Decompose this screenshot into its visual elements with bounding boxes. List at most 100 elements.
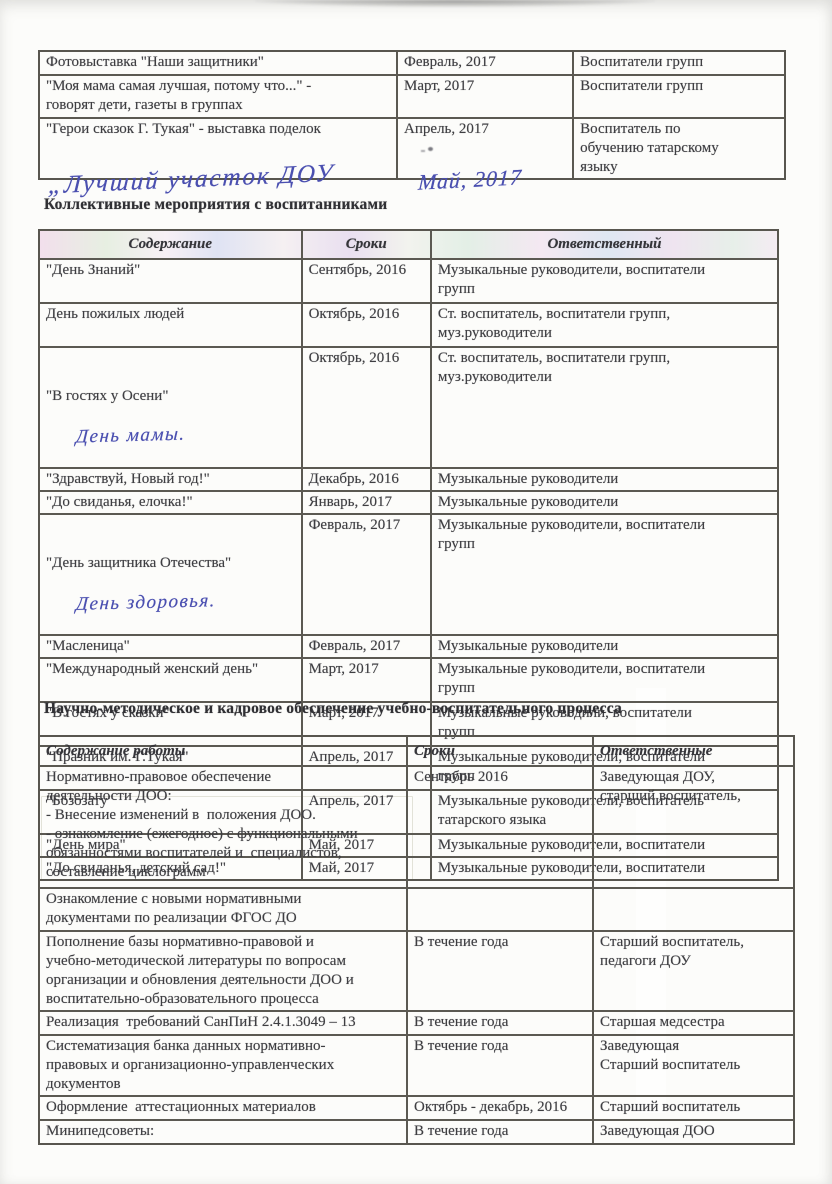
cell-content: "До свиданья, детский сад!"	[40, 858, 303, 879]
cell-content: "Герои сказок Г. Тукая" - выставка подел…	[40, 119, 399, 178]
cell-responsible: Старший воспитатель, педагоги ДОУ	[600, 934, 744, 969]
table-row: "Герои сказок Г. Тукая" - выставка подел…	[40, 119, 784, 178]
handwritten-mothers-day: День мамы.	[75, 423, 187, 448]
table-row: Реализация требований СанПиН 2.4.1.3049 …	[40, 1012, 793, 1036]
header-date: Сроки	[303, 231, 432, 258]
table-header-row: Содержание работы Сроки Ответственные	[40, 737, 793, 767]
table-row: Фотовыставка "Наши защитники" Февраль, 2…	[40, 52, 784, 76]
table-row: "В гостях у Осени" День мамы. Октябрь, 2…	[40, 348, 777, 469]
cell-date: В течение года	[408, 1012, 595, 1034]
cell-responsible: Музыкальные руководители, воспитатели гр…	[437, 661, 706, 696]
cell-content: "День мира"	[40, 835, 303, 856]
cell-responsible: Воспитатели групп	[580, 54, 704, 70]
cell-date: Январь, 2017	[303, 492, 432, 513]
table-row: Пополнение базы нормативно-правовой и уч…	[40, 932, 793, 1012]
table-row: "В гостях у сказки" Март, 2017 Музыкальн…	[40, 703, 777, 747]
table-row: Ознакомление с новыми нормативными докум…	[40, 889, 793, 932]
table-row: "До свиданья, елочка!" Январь, 2017 Музы…	[40, 492, 777, 515]
ink-mark-artifact	[421, 147, 433, 152]
table-row: "День защитника Отечества" День здоровья…	[40, 515, 777, 636]
cell-date: Октябрь - декабрь, 2016	[408, 1097, 595, 1119]
header-responsible: Ответственный	[547, 236, 662, 252]
cell-content: "День защитника Отечества" День здоровья…	[40, 515, 303, 634]
cell-date: Апрель, 2017	[398, 119, 575, 178]
cell-date	[408, 889, 595, 930]
cell-text: "В гостях у Осени"	[46, 388, 169, 404]
cell-content: "Моя мама самая лучшая, потому что..." -…	[40, 76, 399, 117]
cell-content: Пополнение базы нормативно-правовой и уч…	[40, 932, 409, 1010]
table-row: Нормативно-правовое обеспечение деятельн…	[40, 767, 793, 889]
cell-responsible: Музыкальные руководили, воспитатели груп…	[437, 705, 692, 740]
cell-content: Реализация требований СанПиН 2.4.1.3049 …	[40, 1012, 409, 1034]
table-row: День пожилых людей Октябрь, 2016 Ст. вос…	[40, 304, 777, 348]
cell-date: В течение года	[408, 932, 595, 1010]
cell-content: "Международный женский день"	[40, 659, 303, 701]
cell-date: Сентябрь 2016	[408, 767, 595, 887]
cell-date: Февраль, 2017	[303, 636, 432, 657]
cell-date: Февраль, 2017	[398, 52, 575, 74]
cell-content: Систематизация банка данных нормативно- …	[40, 1036, 409, 1095]
cell-responsible: Музыкальные руководители	[437, 471, 619, 487]
cell-content: Ознакомление с новыми нормативными докум…	[40, 889, 409, 930]
cell-date: Декабрь, 2016	[303, 469, 432, 490]
cell-responsible: Старший воспитатель	[600, 1099, 741, 1115]
cell-content: "Бозозату"	[40, 791, 303, 833]
events-table-top: Фотовыставка "Наши защитники" Февраль, 2…	[38, 50, 786, 180]
cell-content: "Масленица"	[40, 636, 303, 657]
table-header-row: Содержание Сроки Ответственный	[40, 231, 777, 260]
cell-date: В течение года	[408, 1036, 595, 1095]
cell-date: Февраль, 2017	[303, 515, 432, 634]
header-content: Содержание работы	[40, 737, 409, 765]
cell-date: Март, 2017	[303, 659, 432, 701]
cell-responsible: Старшая медсестра	[600, 1014, 725, 1030]
cell-responsible: Музыкальные руководители, воспитатели гр…	[437, 262, 706, 297]
cell-responsible: Музыкальные руководители, воспитатели	[437, 837, 706, 853]
cell-date: В течение года	[408, 1121, 595, 1143]
table-row: Минипедсоветы: В течение года Заведующая…	[40, 1121, 793, 1143]
table-row: "Моя мама самая лучшая, потому что..." -…	[40, 76, 784, 119]
cell-content: Оформление аттестационных материалов	[40, 1097, 409, 1119]
cell-responsible: Заведующая ДОУ, старший воспитатель,	[600, 769, 741, 804]
cell-content: "День Знаний"	[40, 260, 303, 302]
cell-responsible: Ст. воспитатель, воспитатели групп, муз.…	[437, 306, 671, 341]
header-responsible: Ответственные	[600, 742, 713, 759]
table-row: "Международный женский день" Март, 2017 …	[40, 659, 777, 703]
cell-content: Нормативно-правовое обеспечение деятельн…	[40, 767, 409, 887]
cell-responsible: Музыкальные руководители	[437, 638, 619, 654]
cell-content: "Празник им. Г.Тукая"	[40, 747, 303, 789]
cell-responsible: Музыкальные руководители, воспитатели	[437, 860, 706, 876]
section-heading-methodical: Научно-методическое и кадровое обеспечен…	[44, 700, 622, 717]
methodical-support-table: Содержание работы Сроки Ответственные Но…	[38, 735, 795, 1145]
cell-responsible: Музыкальные руководители, воспитатели гр…	[437, 517, 706, 552]
cell-date: Сентябрь, 2016	[303, 260, 432, 302]
table-row: "Масленица" Февраль, 2017 Музыкальные ру…	[40, 636, 777, 659]
header-date: Сроки	[408, 737, 595, 765]
table-row: "День мира" Май, 2017 Музыкальные руково…	[40, 835, 777, 858]
scan-smudge-artifact	[255, 0, 655, 7]
table-row: Оформление аттестационных материалов Окт…	[40, 1097, 793, 1121]
cell-content: Фотовыставка "Наши защитники"	[40, 52, 399, 74]
cell-content: "До свиданья, елочка!"	[40, 492, 303, 513]
handwritten-best-plot-date: Май, 2017	[417, 164, 523, 195]
collective-events-table: Содержание Сроки Ответственный "День Зна…	[38, 229, 779, 881]
cell-date: Апрель, 2017	[303, 791, 432, 833]
cell-responsible: Музыкальные руководители, воспитатели гр…	[437, 749, 706, 784]
header-content: Содержание	[40, 231, 303, 258]
cell-responsible: Заведующая ДОО	[600, 1123, 715, 1139]
cell-content: День пожилых людей	[40, 304, 303, 346]
cell-date: Октябрь, 2016	[303, 348, 432, 467]
cell-responsible	[594, 889, 793, 930]
table-row: "Здравствуй, Новый год!" Декабрь, 2016 М…	[40, 469, 777, 492]
cell-date: Май, 2017	[303, 858, 432, 879]
cell-responsible: Воспитатель по обучению татарскому языку	[580, 121, 719, 175]
table-row: "До свиданья, детский сад!" Май, 2017 Му…	[40, 858, 777, 879]
table-row: "Бозозату" Апрель, 2017 Музыкальные руко…	[40, 791, 777, 835]
cell-responsible: Музыкальные руководители	[437, 494, 619, 510]
cell-date: Октябрь, 2016	[303, 304, 432, 346]
cell-responsible: Воспитатели групп	[580, 78, 704, 94]
table-row: Систематизация банка данных нормативно- …	[40, 1036, 793, 1097]
cell-content: "В гостях у сказки"	[40, 703, 303, 745]
cell-date: Март, 2017	[398, 76, 575, 117]
cell-responsible: Музыкальные руководители, воспитатель та…	[437, 793, 704, 828]
